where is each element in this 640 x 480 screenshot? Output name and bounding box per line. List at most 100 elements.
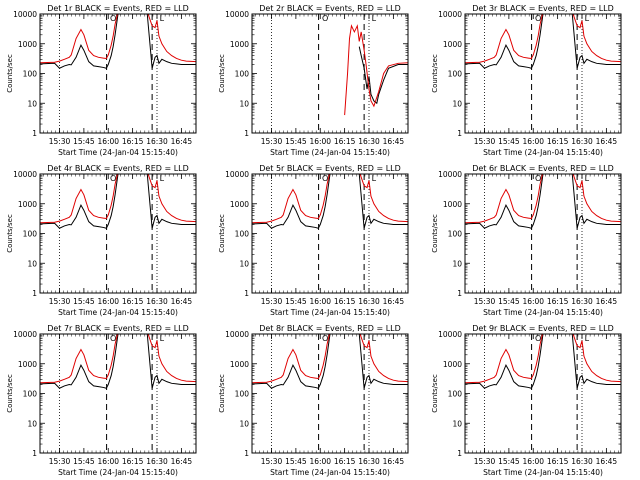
attenuator-marker: L [372, 334, 377, 343]
x-tick-label: 16:45 [596, 297, 618, 306]
detector-panel: Det 6r BLACK = Events, RED = LLD Counts/s… [431, 164, 622, 317]
x-tick-label: 16:30 [571, 137, 593, 146]
x-tick-label: 16:15 [547, 297, 569, 306]
detector-panel: Det 1r BLACK = Events, RED = LLD Counts/s… [6, 4, 197, 157]
y-tick-label: 10000 [225, 170, 249, 179]
attenuator-marker: O [322, 14, 328, 23]
x-tick-label: 16:30 [358, 297, 380, 306]
x-tick-label: 16:30 [571, 457, 593, 466]
x-tick-label: 16:45 [383, 137, 405, 146]
series-group [465, 174, 621, 229]
y-axis-label: Counts/sec [6, 54, 14, 93]
y-tick-label: 10 [27, 419, 37, 428]
x-tick-label: 16:15 [122, 457, 144, 466]
y-tick-label: 1000 [443, 40, 462, 49]
y-tick-label: 100 [23, 230, 38, 239]
x-tick-label: 15:30 [474, 457, 496, 466]
x-tick-label: 15:45 [73, 297, 95, 306]
plot-frame [251, 173, 409, 294]
attenuator-marker: O [535, 174, 541, 183]
x-tick-label: 16:15 [122, 137, 144, 146]
y-axis-label: Counts/sec [431, 214, 439, 253]
x-tick-label: 16:15 [334, 297, 356, 306]
x-tick-label: 16:00 [522, 297, 544, 306]
panel-title: Det 7r BLACK = Events, RED = LLD [47, 324, 189, 333]
panel-title: Det 2r BLACK = Events, RED = LLD [259, 4, 401, 13]
x-tick-label: 15:45 [73, 137, 95, 146]
detector-panel: Det 2r BLACK = Events, RED = LLD Counts/s… [218, 4, 409, 157]
plot-frame [251, 13, 409, 134]
x-tick-label: 15:45 [285, 457, 307, 466]
attenuator-marker: O [322, 334, 328, 343]
x-tick-label: 16:45 [171, 137, 193, 146]
y-tick-label: 1 [244, 289, 249, 298]
x-tick-label: 16:15 [334, 137, 356, 146]
y-tick-label: 1000 [443, 360, 462, 369]
y-tick-label: 10 [239, 259, 249, 268]
plot-frame [464, 173, 622, 294]
lld-series-line [344, 24, 408, 116]
y-tick-label: 100 [448, 230, 463, 239]
attenuator-marker: O [322, 174, 328, 183]
series-group [40, 174, 196, 229]
lld-series-line [252, 174, 408, 224]
x-tick-label: 15:30 [474, 137, 496, 146]
x-tick-label: 16:15 [334, 457, 356, 466]
y-tick-label: 10000 [438, 170, 462, 179]
events-series-line [465, 334, 621, 389]
detector-panel: Det 3r BLACK = Events, RED = LLD Counts/s… [431, 4, 622, 157]
attenuator-marker: L [160, 174, 165, 183]
x-tick-label: 16:30 [146, 137, 168, 146]
panel-title: Det 3r BLACK = Events, RED = LLD [472, 4, 614, 13]
y-tick-label: 1000 [18, 360, 37, 369]
y-tick-label: 1000 [443, 200, 462, 209]
x-tick-label: 15:30 [261, 297, 283, 306]
panel-title: Det 9r BLACK = Events, RED = LLD [472, 324, 614, 333]
series-group [465, 14, 621, 69]
y-tick-label: 100 [235, 70, 250, 79]
detector-panel: Det 8r BLACK = Events, RED = LLD Counts/s… [218, 324, 409, 477]
x-tick-label: 16:45 [596, 457, 618, 466]
x-axis-label: Start Time (24-Jan-04 15:15:40) [58, 468, 178, 477]
x-tick-label: 15:45 [498, 137, 520, 146]
series-group [252, 174, 408, 229]
y-tick-label: 100 [448, 70, 463, 79]
x-tick-label: 16:00 [522, 457, 544, 466]
events-series-line [252, 334, 408, 389]
events-series-line [40, 174, 196, 229]
attenuator-marker: L [160, 14, 165, 23]
attenuator-marker: O [535, 334, 541, 343]
y-tick-label: 1000 [18, 40, 37, 49]
y-axis-label: Counts/sec [431, 54, 439, 93]
y-tick-label: 100 [23, 390, 38, 399]
detector-panel: Det 9r BLACK = Events, RED = LLD Counts/s… [431, 324, 622, 477]
x-tick-label: 16:00 [97, 137, 119, 146]
y-tick-label: 1 [457, 289, 462, 298]
y-tick-label: 100 [448, 390, 463, 399]
plot-frame [464, 13, 622, 134]
events-series-line [358, 46, 408, 105]
x-tick-label: 16:00 [309, 137, 331, 146]
series-group [40, 14, 196, 69]
x-tick-label: 16:45 [596, 137, 618, 146]
attenuator-marker: O [535, 14, 541, 23]
detector-panel: Det 7r BLACK = Events, RED = LLD Counts/s… [6, 324, 197, 477]
x-tick-label: 16:15 [547, 457, 569, 466]
y-axis-label: Counts/sec [6, 214, 14, 253]
x-axis-label: Start Time (24-Jan-04 15:15:40) [270, 148, 390, 157]
x-tick-label: 16:00 [309, 297, 331, 306]
attenuator-marker: L [585, 14, 590, 23]
y-tick-label: 1000 [230, 40, 249, 49]
y-axis-label: Counts/sec [218, 374, 226, 413]
x-tick-label: 15:30 [49, 457, 71, 466]
plot-frame [39, 13, 197, 134]
y-tick-label: 10000 [13, 170, 37, 179]
y-axis-label: Counts/sec [218, 54, 226, 93]
y-tick-label: 1 [244, 449, 249, 458]
x-tick-label: 15:45 [498, 457, 520, 466]
x-axis-label: Start Time (24-Jan-04 15:15:40) [270, 468, 390, 477]
detector-panel: Det 4r BLACK = Events, RED = LLD Counts/s… [6, 164, 197, 317]
y-tick-label: 10000 [438, 330, 462, 339]
panel-title: Det 4r BLACK = Events, RED = LLD [47, 164, 189, 173]
